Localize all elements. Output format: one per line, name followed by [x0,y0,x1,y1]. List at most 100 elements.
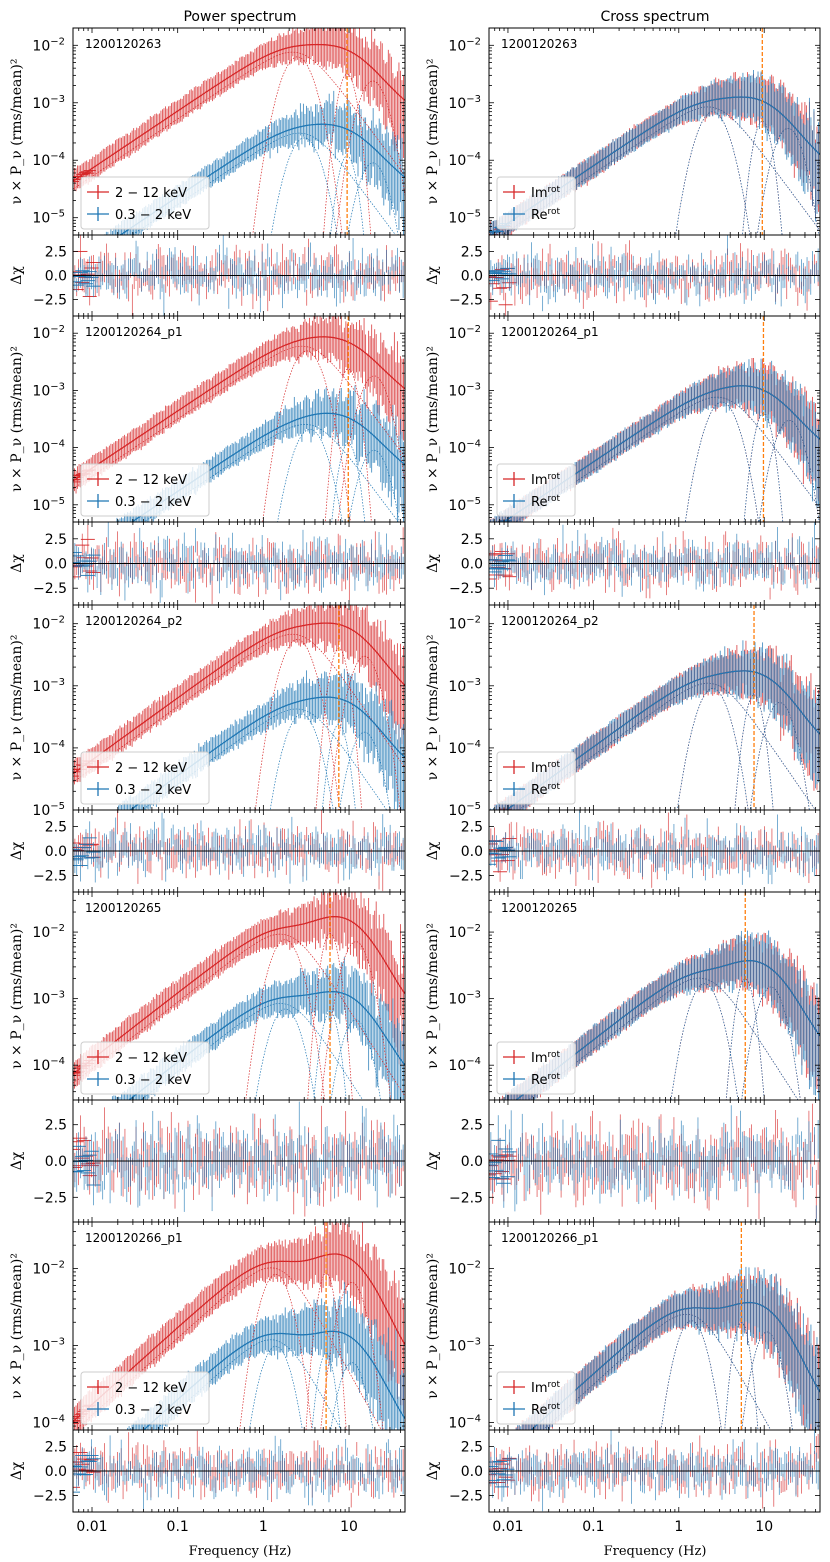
legend-label: 0.3 − 2 keV [115,495,191,510]
obsid-label: 1200120264_p1 [501,325,599,339]
model-component [756,127,820,235]
y-tick-label: 10−3 [448,381,481,399]
y-tick-exponent: −4 [50,151,65,162]
resid-content [73,522,405,605]
resid-tick-label: 2.5 [461,244,483,260]
y-tick-exponent: −4 [466,151,481,162]
resid-axis-label: Δχ [425,554,441,573]
power-spectrum-title: Power spectrum [183,9,296,25]
y-tick-label: 10−2 [32,324,65,342]
y-axis-label: ν × P_ν (rms/mean)² [9,59,25,205]
y-tick-exponent: −5 [50,209,65,220]
y-tick-exponent: −3 [50,94,65,105]
legend-box [80,463,210,517]
resid-axis-label: Δχ [425,266,441,285]
y-tick-exponent: −5 [466,209,481,220]
y-tick-label: 10−3 [448,94,481,112]
resid-tick-label: 2.5 [45,244,67,260]
model-component [758,419,820,522]
resid-tick-label: 0.0 [45,269,67,285]
y-tick-exponent: −2 [466,36,481,47]
y-tick-exponent: −3 [466,381,481,392]
model-line [119,123,405,235]
legend-superscript: rot [548,472,561,482]
obsid-label: 1200120264_p1 [85,325,183,339]
y-tick-exponent: −4 [50,439,65,450]
obsid-label: 1200120263 [501,37,577,51]
model-component [270,137,338,235]
y-tick-label: 10−2 [32,36,65,54]
resid-tick-label: 0.0 [461,269,483,285]
model-component [756,127,820,235]
legend-label: 2 − 12 keV [115,473,187,488]
y-axis-label: ν × P_ν (rms/mean)² [425,346,441,492]
y-tick-label: 10−3 [32,94,65,112]
resid-tick-label: 2.5 [461,532,483,548]
resid-tick-label: 2.5 [45,532,67,548]
resid-content [73,235,405,316]
y-axis-label: ν × P_ν (rms/mean)² [9,346,25,492]
cross-panel: 10−510−410−310−22.50.0−2.51200120263Imro… [425,27,821,317]
model-component [323,73,372,235]
resid-tick-label: −2.5 [449,581,483,597]
resid-tick-label: −2.5 [33,581,67,597]
model-component [73,51,405,190]
y-tick-label: 10−4 [448,439,481,457]
y-axis-label: ν × P_ν (rms/mean)² [425,59,441,205]
legend-label: 0.3 − 2 keV [115,208,191,223]
model-component [337,375,405,522]
model-component [684,401,759,522]
y-tick-exponent: −2 [50,324,65,335]
obsid-label: 1200120263 [85,37,161,51]
resid-axis-label: Δχ [9,266,25,285]
resid-tick-label: 0.0 [461,557,483,573]
model-component [324,368,372,522]
y-tick-exponent: −3 [50,381,65,392]
model-component [743,412,784,522]
legend-box [496,463,576,517]
model-component [328,655,401,810]
y-tick-label: 10−4 [32,151,65,169]
model-component [73,633,405,783]
resid-content [489,235,820,316]
y-tick-exponent: −4 [466,439,481,450]
y-tick-label: 10−3 [32,381,65,399]
resid-tick-label: −2.5 [33,293,67,309]
power-panel: 10−510−410−310−22.50.0−2.51200120264_p22… [9,604,406,893]
model-component [335,80,405,235]
model-line [73,43,405,182]
resid-tick-label: 0.0 [45,557,67,573]
y-tick-exponent: −5 [50,496,65,507]
model-component [675,111,751,235]
resid-axis-label: Δχ [9,554,25,573]
legend-box [496,176,576,230]
y-tick-label: 10−5 [32,496,65,514]
y-tick-exponent: −2 [50,36,65,47]
y-tick-label: 10−2 [448,36,481,54]
cross-spectrum-title: Cross spectrum [600,9,709,25]
model-line [130,412,405,522]
model-component [73,345,405,489]
resid-content [73,810,405,892]
y-tick-label: 10−5 [32,209,65,227]
panels-group: 10−5 10−4 10−3 10−2 2.5 0.0 −2.5 1200120263 2 − … [9,27,821,1535]
legend-label: 2 − 12 keV [115,186,187,201]
model-component [339,731,391,810]
power-panel: 10−5 10−4 10−3 10−2 2.5 0.0 −2.5 1200120264_p1 2… [9,315,406,606]
y-tick-exponent: −5 [466,496,481,507]
model-line [129,696,405,810]
resid-content [489,522,820,600]
y-tick-label: 10−2 [448,324,481,342]
y-tick-label: 10−4 [32,439,65,457]
y-tick-label: 10−5 [448,496,481,514]
model-component [141,708,388,810]
y-tick-exponent: −2 [466,324,481,335]
y-tick-label: 10−4 [448,151,481,169]
model-component [743,412,784,522]
y-tick-exponent: −3 [466,94,481,105]
model-component [315,648,362,810]
power-panel: 10−5 10−4 10−3 10−2 2.5 0.0 −2.5 1200120263 2 − … [9,27,406,317]
model-component [330,155,365,235]
legend-superscript: rot [548,185,561,195]
